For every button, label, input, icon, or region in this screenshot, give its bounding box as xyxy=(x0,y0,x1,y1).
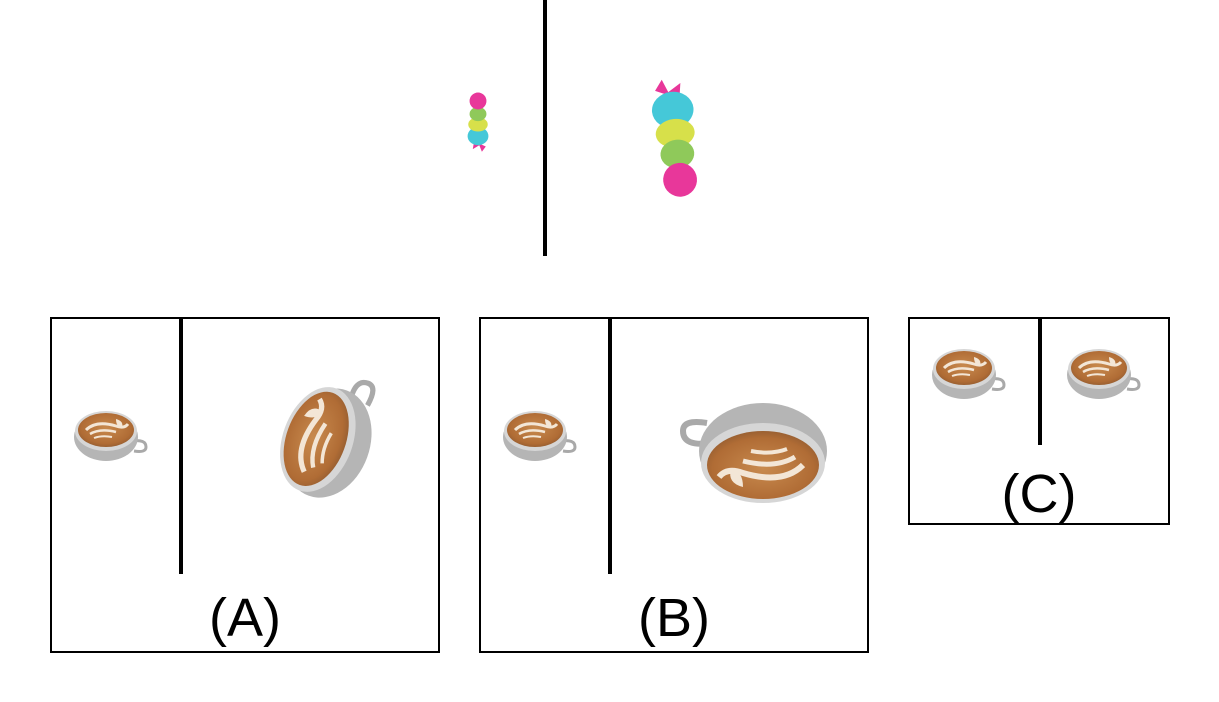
option-c-label: (C) xyxy=(1001,464,1077,524)
option-b-panel[interactable]: (B) xyxy=(479,317,869,653)
option-a-divider xyxy=(179,319,183,574)
option-a-label: (A) xyxy=(209,588,281,648)
reference-divider xyxy=(543,0,547,256)
option-b-divider xyxy=(608,319,612,574)
latte-cup-icon xyxy=(1065,343,1145,403)
latte-cup-icon xyxy=(930,343,1010,403)
latte-cup-icon xyxy=(671,395,831,515)
option-b-label: (B) xyxy=(638,588,710,648)
cake-pop-icon xyxy=(460,88,496,153)
cake-pop-icon xyxy=(636,76,716,206)
latte-cup-icon xyxy=(501,405,581,465)
option-a-panel[interactable]: (A) xyxy=(50,317,440,653)
option-c-panel[interactable]: (C) xyxy=(908,317,1170,525)
reference-pair xyxy=(400,0,800,260)
latte-cup-icon xyxy=(258,357,398,507)
latte-cup-icon xyxy=(72,405,152,465)
option-c-divider xyxy=(1038,319,1042,445)
